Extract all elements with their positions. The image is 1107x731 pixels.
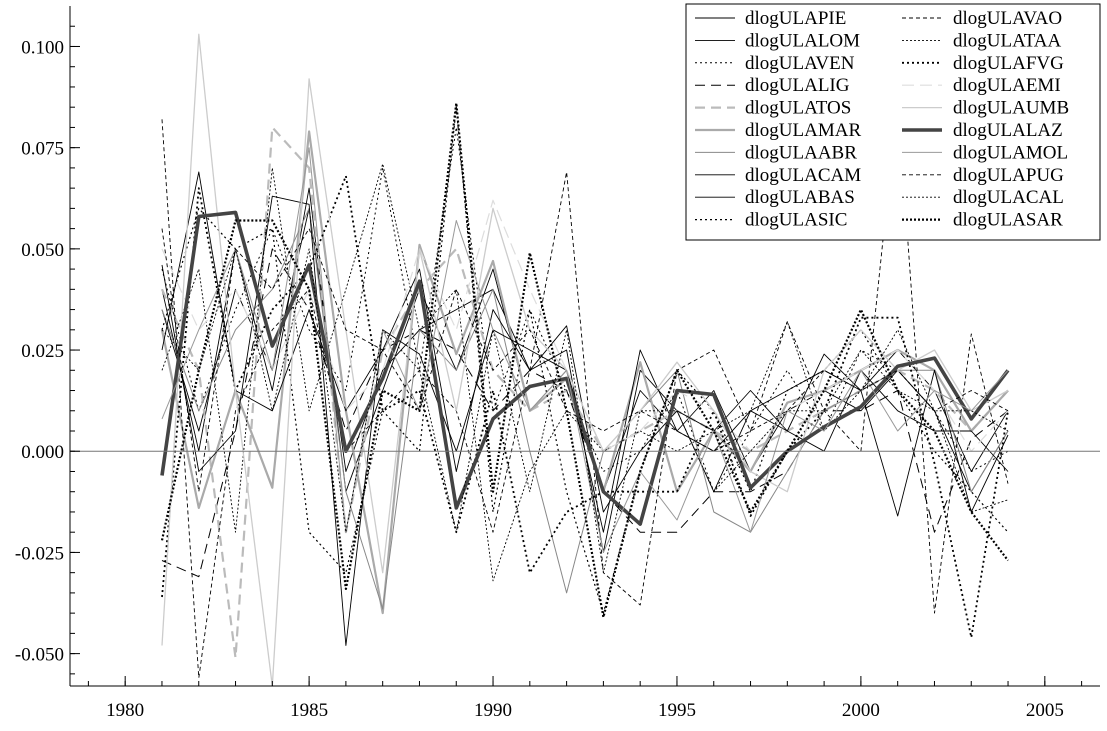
- legend-label: dlogULAUMB: [953, 98, 1069, 119]
- y-tick-label: 0.025: [21, 341, 64, 362]
- legend-label: dlogULAABR: [745, 142, 857, 163]
- legend-label: dlogULASIC: [745, 210, 847, 231]
- legend-label: dlogULABAS: [745, 187, 855, 208]
- legend-item-dlogULALAZ: dlogULALAZ: [902, 120, 1063, 141]
- legend-item-dlogULACAM: dlogULACAM: [695, 165, 861, 186]
- y-tick-label: 0.075: [21, 139, 64, 160]
- legend-label: dlogULALAZ: [953, 120, 1063, 141]
- plot-series-group: [160, 33, 1010, 687]
- legend-label: dlogULAVAO: [953, 8, 1062, 29]
- x-tick-label: 1980: [106, 700, 144, 721]
- y-tick-label: -0.025: [15, 543, 64, 564]
- legend-item-dlogULALIG: dlogULALIG: [695, 75, 850, 96]
- legend-label: dlogULAMOL: [953, 142, 1068, 163]
- legend-box: [685, 3, 1101, 241]
- y-tick-label: 0.100: [21, 37, 64, 58]
- x-tick-label: 1985: [290, 700, 328, 721]
- legend-item-dlogULAEMI: dlogULAEMI: [902, 75, 1061, 96]
- legend-item-dlogULACAL: dlogULACAL: [902, 187, 1064, 208]
- legend-label: dlogULASAR: [953, 210, 1063, 231]
- series-line-dlogULAUMB: [161, 33, 1009, 687]
- series-line-dlogULABAS: [161, 171, 1009, 513]
- x-tick-label: 2000: [842, 700, 880, 721]
- legend-label: dlogULAFVG: [953, 53, 1064, 74]
- legend-item-dlogULAMAR: dlogULAMAR: [695, 120, 861, 141]
- legend-item-dlogULABAS: dlogULABAS: [695, 187, 855, 208]
- y-tick-label: -0.050: [15, 645, 64, 666]
- legend-label: dlogULAMAR: [745, 120, 861, 141]
- legend-label: dlogULATOS: [745, 98, 851, 119]
- series-line-dlogULASAR: [160, 101, 1009, 619]
- legend-item-dlogULASIC: dlogULASIC: [695, 210, 847, 231]
- series-line-dlogULAMOL: [161, 147, 1009, 553]
- series-line-dlogULALIG: [161, 248, 1009, 578]
- legend-item-dlogULAPUG: dlogULAPUG: [902, 165, 1064, 186]
- legend-item-dlogULALOM: dlogULALOM: [695, 30, 860, 51]
- x-tick-label: 2005: [1026, 700, 1064, 721]
- legend-item-dlogULAMOL: dlogULAMOL: [902, 142, 1068, 163]
- legend-label: dlogULAVEN: [745, 53, 855, 74]
- x-tick-label: 1990: [474, 700, 512, 721]
- legend-item-dlogULAVAO: dlogULAVAO: [902, 8, 1062, 29]
- y-tick-label: 0.050: [21, 240, 64, 261]
- legend-item-dlogULATAA: dlogULATAA: [902, 30, 1062, 51]
- legend-label: dlogULAPIE: [745, 8, 846, 29]
- legend-label: dlogULALOM: [745, 30, 860, 51]
- legend-item-dlogULAUMB: dlogULAUMB: [902, 98, 1069, 119]
- legend-label: dlogULACAL: [953, 187, 1064, 208]
- legend-item-dlogULAABR: dlogULAABR: [695, 142, 857, 163]
- x-tick-label: 1995: [658, 700, 696, 721]
- y-tick-label: 0.000: [21, 442, 64, 463]
- legend-item-dlogULAPIE: dlogULAPIE: [695, 8, 846, 29]
- legend: dlogULAPIEdlogULALOMdlogULAVENdlogULALIG…: [685, 3, 1101, 241]
- legend-item-dlogULASAR: dlogULASAR: [902, 210, 1063, 231]
- axes-group: -0.050 -0.025 0.000 0.025 0.050 0.075 0.100 198…: [15, 6, 1100, 721]
- legend-item-dlogULATOS: dlogULATOS: [695, 98, 851, 119]
- series-line-dlogULAPUG: [161, 228, 1009, 493]
- legend-item-dlogULAFVG: dlogULAFVG: [902, 53, 1064, 74]
- series-line-dlogULAABR: [161, 207, 1009, 610]
- legend-label: dlogULAEMI: [953, 75, 1061, 96]
- legend-item-dlogULAVEN: dlogULAVEN: [695, 53, 855, 74]
- legend-label: dlogULAPUG: [953, 165, 1064, 186]
- legend-label: dlogULALIG: [745, 75, 850, 96]
- legend-label: dlogULATAA: [953, 30, 1062, 51]
- series-line-dlogULAVAO: [161, 98, 1009, 679]
- series-line-dlogULALAZ: [160, 210, 1010, 526]
- legend-label: dlogULACAM: [745, 165, 861, 186]
